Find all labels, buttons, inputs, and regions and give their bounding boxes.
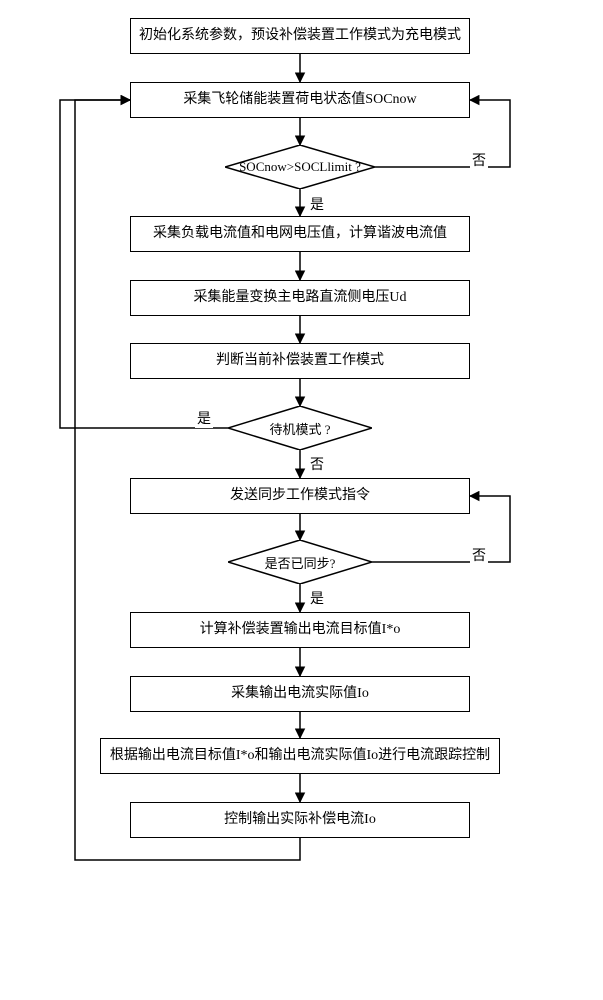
flow-step-n10: 控制输出实际补偿电流Io (130, 802, 470, 838)
flow-decision-d1: SOCnow>SOCLlimit ? (225, 145, 375, 189)
flow-step-text: 采集能量变换主电路直流侧电压Ud (193, 289, 406, 307)
flow-decision-text: SOCnow>SOCLlimit ? (239, 159, 361, 175)
flow-step-n4: 采集能量变换主电路直流侧电压Ud (130, 280, 470, 316)
flowchart-container: 初始化系统参数，预设补偿装置工作模式为充电模式采集飞轮储能装置荷电状态值SOCn… (0, 0, 603, 1000)
flow-step-text: 发送同步工作模式指令 (230, 487, 370, 505)
flow-step-n5: 判断当前补偿装置工作模式 (130, 343, 470, 379)
flow-decision-d2: 待机模式 ? (228, 406, 372, 450)
flow-edge-label: 是 (308, 588, 326, 608)
flow-edge-label: 否 (308, 454, 326, 474)
flow-step-n2: 采集飞轮储能装置荷电状态值SOCnow (130, 82, 470, 118)
flow-step-n8: 采集输出电流实际值Io (130, 676, 470, 712)
flow-step-n9: 根据输出电流目标值I*o和输出电流实际值Io进行电流跟踪控制 (100, 738, 500, 774)
flow-step-text: 控制输出实际补偿电流Io (224, 811, 376, 829)
flow-edge-label: 是 (308, 194, 326, 214)
flow-edge-label: 否 (470, 545, 488, 565)
flow-step-text: 根据输出电流目标值I*o和输出电流实际值Io进行电流跟踪控制 (110, 747, 490, 765)
flow-step-text: 计算补偿装置输出电流目标值I*o (200, 621, 401, 639)
flow-step-n1: 初始化系统参数，预设补偿装置工作模式为充电模式 (130, 18, 470, 54)
flow-edge-label: 否 (470, 150, 488, 170)
flow-step-n3: 采集负载电流值和电网电压值，计算谐波电流值 (130, 216, 470, 252)
flow-step-n7: 计算补偿装置输出电流目标值I*o (130, 612, 470, 648)
flow-step-text: 采集飞轮储能装置荷电状态值SOCnow (183, 91, 416, 109)
flow-decision-text: 待机模式 ? (269, 419, 330, 438)
flow-step-n6: 发送同步工作模式指令 (130, 478, 470, 514)
flow-step-text: 采集输出电流实际值Io (231, 685, 369, 703)
flow-step-text: 判断当前补偿装置工作模式 (216, 352, 384, 370)
flow-edge-label: 是 (195, 408, 213, 428)
flow-step-text: 初始化系统参数，预设补偿装置工作模式为充电模式 (139, 27, 461, 45)
flow-step-text: 采集负载电流值和电网电压值，计算谐波电流值 (153, 225, 447, 243)
flow-decision-d3: 是否已同步? (228, 540, 372, 584)
flow-decision-text: 是否已同步? (265, 553, 336, 572)
